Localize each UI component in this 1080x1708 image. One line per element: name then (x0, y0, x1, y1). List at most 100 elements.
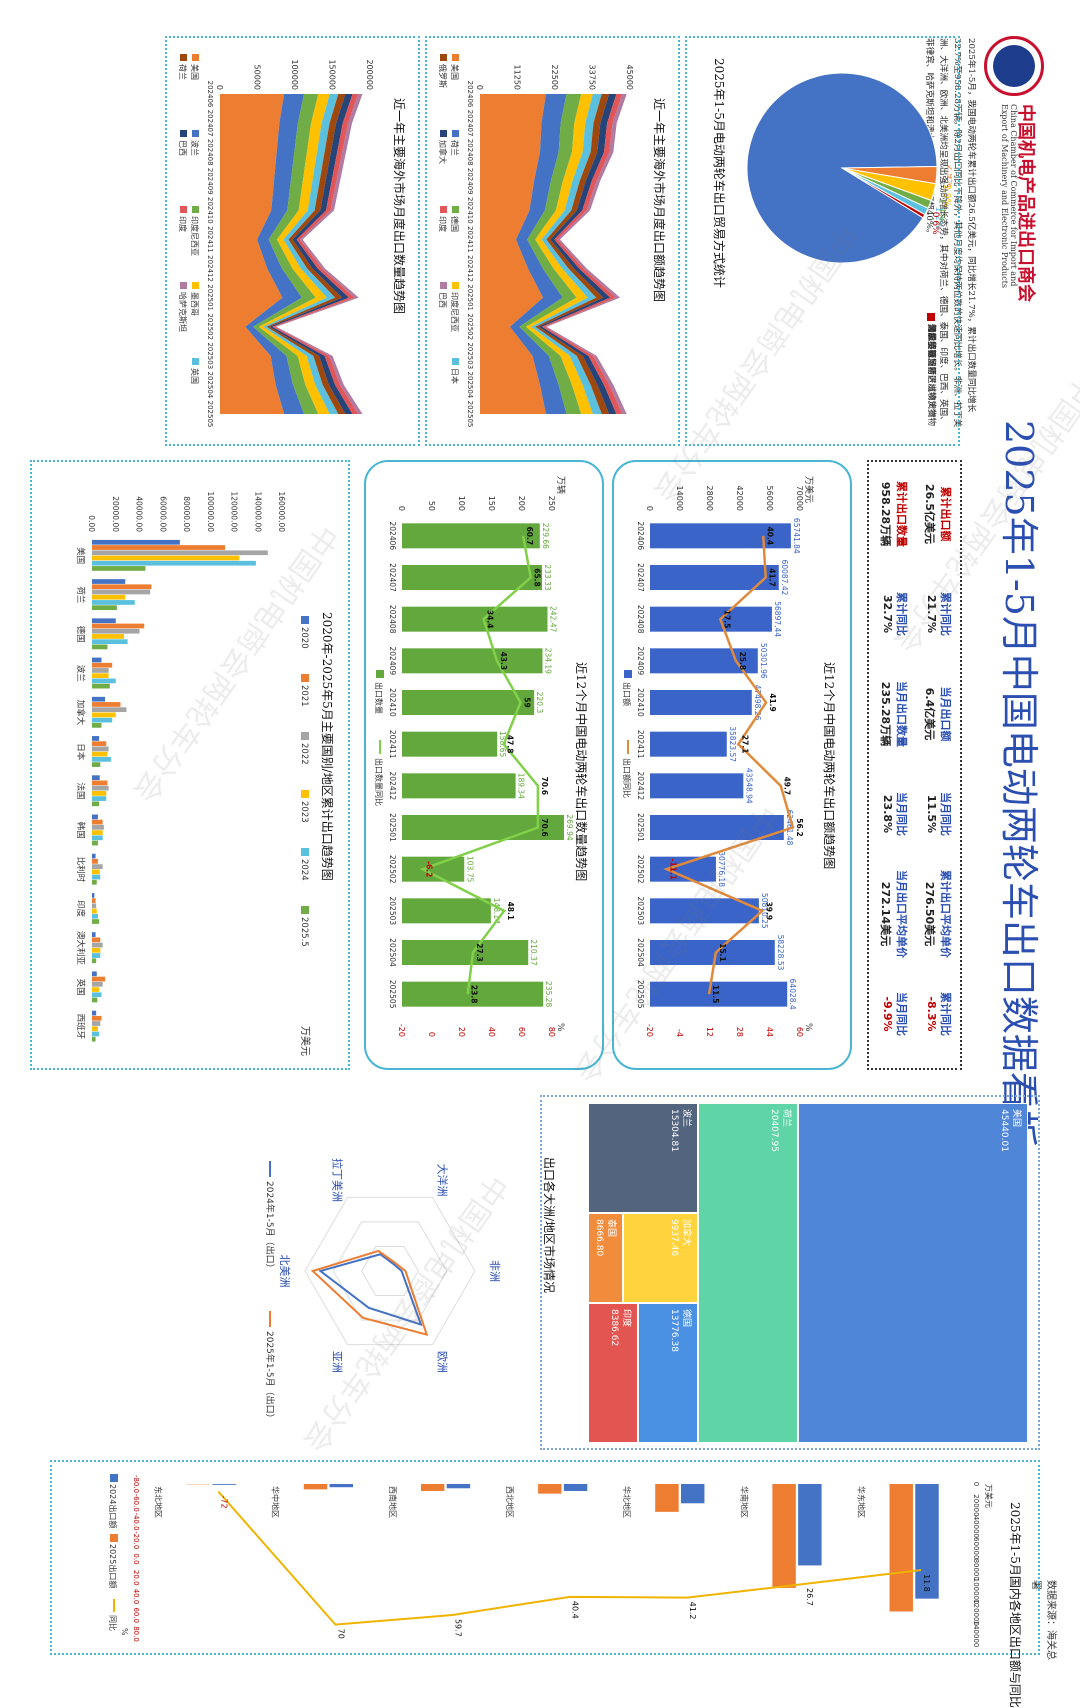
y-tick-label: 140000.00 (253, 491, 262, 532)
kpi-cell: 累计同比-8.3% (922, 966, 954, 1062)
line-value-label: 56.2 (795, 818, 804, 837)
legend-swatch (440, 54, 447, 61)
y-tick-label: 150 (487, 496, 496, 511)
y-tick-label: 西南地区 (388, 1486, 398, 1518)
bar (92, 875, 100, 880)
y-tick-label: 西北地区 (505, 1486, 515, 1518)
x-tick-label: 英国 (75, 979, 86, 996)
kpi-label: 累计同比 (938, 566, 954, 662)
y2-tick-label: 80 (547, 1027, 556, 1037)
x2-tick-label: -40.0 (132, 1512, 140, 1530)
line-value-label: -72 (219, 1496, 228, 1509)
bar (92, 998, 97, 1003)
kpi-label: 当月同比 (938, 766, 954, 862)
bar (92, 830, 103, 835)
x-tick-label: 202407 (206, 110, 214, 137)
y-tick-label: 120000.00 (230, 491, 239, 532)
x-tick-label: 202501 (206, 284, 214, 311)
line-value-label: 59.7 (454, 1619, 463, 1637)
y-tick-label: 0 (215, 85, 224, 90)
legend-swatch (440, 206, 447, 213)
bar (330, 1484, 353, 1487)
legend-swatch (192, 130, 199, 137)
x-tick-label: 202411 (466, 226, 474, 253)
y2-unit-label: % (555, 1023, 565, 1032)
legend-item: 保税监管场所进出境货物 (926, 313, 938, 418)
kpi-cell: 当月同比-9.9% (878, 966, 910, 1062)
legend-label: 出口数量 (374, 682, 384, 714)
x2-tick-label: 40.0 (132, 1589, 140, 1605)
legend-swatch (192, 282, 199, 289)
x-tick-label: 荷兰 (75, 586, 86, 603)
x-tick-label: 202407 (388, 563, 397, 592)
legend-label: 美国 (190, 64, 200, 80)
bar (92, 629, 140, 634)
kpi-value: 235.28万辆 (878, 666, 894, 762)
area-qty-title: 近一年主要海外市场月度出口数量趋势图 (391, 98, 408, 314)
org-name-en: China Chamber of Commerce for Import and… (1000, 104, 1018, 294)
bar-value-label: 234.19 (544, 648, 553, 674)
kpi-label: 累计出口数量 (894, 466, 910, 562)
x-tick-label: 202505 (636, 980, 645, 1009)
bar-value-label: 35823.57 (728, 726, 737, 762)
legend-label: 波兰 (190, 140, 200, 156)
bar (538, 1484, 561, 1494)
bar (92, 971, 97, 976)
legend-swatch (180, 54, 187, 61)
bar (92, 1026, 98, 1031)
radar-grid (305, 1197, 475, 1344)
bar (92, 684, 110, 689)
bar (92, 545, 225, 550)
bar (772, 1484, 795, 1588)
bar (92, 987, 99, 992)
treemap-value: 15304.81 (669, 1109, 679, 1152)
x-tick-label: 202407 (466, 110, 474, 137)
kpi-value: 6.4亿美元 (922, 666, 938, 762)
kpi-label: 当月出口额 (938, 666, 954, 762)
bar (650, 565, 779, 590)
bar (650, 773, 743, 798)
x-tick-label: 202409 (388, 647, 397, 676)
x-tick-label: 澳大利亚 (75, 931, 86, 966)
bar-value-label: 233.33 (543, 564, 552, 590)
line-value-label: -11.1 (669, 858, 678, 880)
bar-value-label: 210.37 (529, 939, 538, 965)
x-tick-label: 202502 (388, 855, 397, 884)
bar (92, 992, 102, 997)
bar (650, 857, 716, 882)
x-tick-label: 60000 (972, 1537, 980, 1559)
x-tick-label: 西班牙 (75, 1014, 86, 1040)
y-tick-label: 0.00 (87, 515, 96, 532)
y2-tick-label: -20 (397, 1024, 406, 1037)
x-tick-label: 202406 (388, 522, 397, 551)
bar (92, 600, 135, 605)
x-tick-label: 202412 (636, 772, 645, 801)
bar (92, 982, 103, 987)
bar (92, 713, 116, 718)
legend-swatch (440, 130, 447, 137)
y-tick-label: 100 (457, 496, 466, 511)
bar (92, 584, 151, 589)
legend-label: 2021 (299, 685, 309, 707)
radar-axis-label: 拉丁美洲 (331, 1158, 345, 1202)
line-value-label: 11.5 (711, 985, 720, 1004)
legend-label: 保税监管场所进出境货物 (926, 324, 936, 418)
unit-label: 万美元 (299, 1026, 312, 1056)
bar (92, 786, 109, 791)
x-tick-label: 202503 (466, 342, 474, 369)
x-tick-label: 印度 (75, 900, 86, 918)
y2-tick-label: -20 (645, 1024, 654, 1037)
x-tick-label: 202503 (636, 897, 645, 926)
x-tick-label: 202409 (206, 168, 214, 195)
x-tick-label: 202406 (636, 522, 645, 551)
bar-value-label: 229.66 (541, 523, 550, 549)
radar-axis-label: 亚洲 (331, 1351, 344, 1373)
bar (92, 898, 96, 903)
bar (92, 624, 144, 629)
bar-value-label: 30776.18 (717, 851, 726, 887)
